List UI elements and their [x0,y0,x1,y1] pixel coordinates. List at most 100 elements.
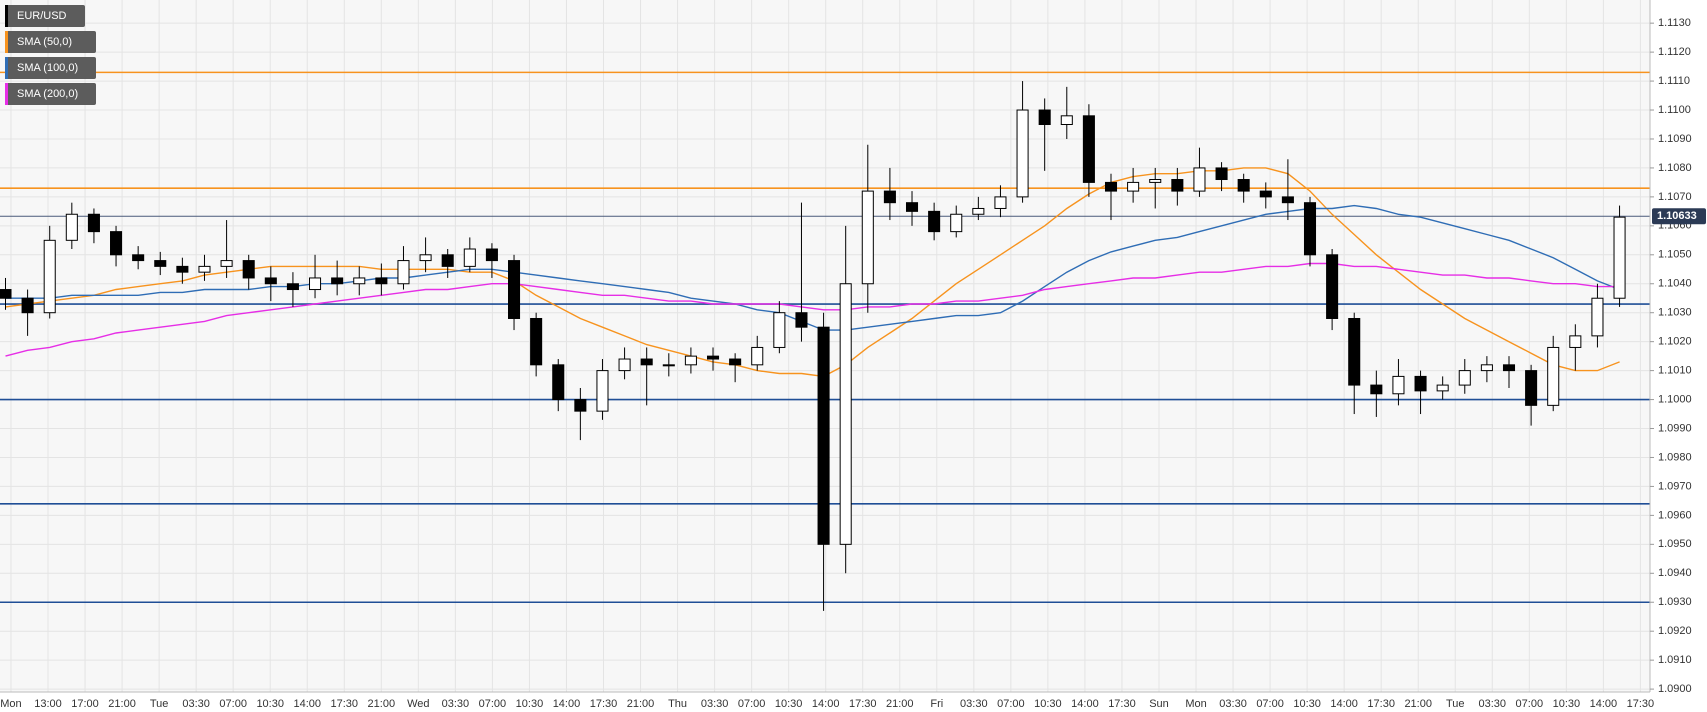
x-tick-label: 07:00 [1256,698,1284,710]
y-tick-label: 1.1020 [1658,336,1692,348]
x-tick-label: 17:00 [71,698,99,710]
candle-body [1613,216,1626,299]
candle-body [1370,384,1383,395]
y-tick-label: 1.0910 [1658,654,1692,666]
candle-body [950,213,963,233]
y-tick-label: 1.0960 [1658,509,1692,521]
candle-body [861,190,874,285]
candle-body [706,355,720,360]
legend-swatch [5,5,8,27]
y-tick-label: 1.1120 [1658,46,1691,58]
x-tick-label: 03:30 [182,698,210,710]
sma-line [5,204,1620,331]
candle-body [1436,384,1449,392]
candle-body [286,283,299,291]
x-tick-label: 07:00 [738,698,766,710]
candle-body [773,312,786,348]
candle-body [839,283,852,545]
candle-body [176,265,189,273]
x-tick-label: 17:30 [1367,698,1395,710]
candle-body [1480,364,1493,372]
candle-body [110,231,123,256]
legend-label: SMA (200,0) [17,88,78,100]
x-tick-label: 10:30 [1553,698,1581,710]
candle-body [0,289,12,299]
candle-body [1569,335,1582,348]
legend: EUR/USD SMA (50,0) SMA (100,0) SMA (200,0) [5,5,96,105]
candle-body [1038,109,1051,126]
candle-body [485,248,498,262]
candle-body [65,213,78,241]
candle-body [817,326,830,545]
x-tick-label: Sun [1149,698,1169,710]
x-tick-label: 07:00 [219,698,247,710]
x-tick-label: 10:30 [1034,698,1062,710]
x-tick-label: 14:00 [1590,698,1618,710]
candle-body [309,277,322,291]
candle-body [21,297,34,314]
axes: 1.0900 1.0910 1.0920 1.0930 1.0940 1.0950 1.09… [0,17,1706,710]
candle-body [441,254,454,267]
candle-body [684,355,697,366]
x-tick-label: 17:30 [849,698,877,710]
y-tick-label: 1.1070 [1658,191,1692,203]
x-tick-label: Mon [1185,698,1206,710]
x-tick-label: 14:00 [293,698,321,710]
candle-body [618,358,631,372]
y-tick-label: 1.0930 [1658,596,1692,608]
y-tick-label: 1.0990 [1658,422,1692,434]
x-tick-label: Tue [150,698,169,710]
x-tick-label: 13:00 [34,698,62,710]
candle-body [662,364,675,367]
y-tick-label: 1.0920 [1658,625,1692,637]
candle-body [397,260,410,285]
candles [0,81,1626,611]
y-tick-label: 1.0950 [1658,538,1692,550]
candle-body [1082,115,1095,183]
candle-body [1149,179,1162,183]
candle-body [1326,254,1339,319]
y-tick-label: 1.1080 [1658,162,1692,174]
legend-box [5,57,96,79]
y-tick-label: 1.0900 [1658,683,1692,695]
candle-body [1060,115,1073,126]
legend-box [5,5,85,27]
candle-body [353,277,366,285]
candle-body [375,277,388,285]
moving-averages [5,167,1620,378]
candle-body [1414,375,1427,392]
candle-body [994,196,1007,209]
y-tick-label: 1.1010 [1658,365,1692,377]
candle-body [574,399,587,412]
candle-body [640,358,653,366]
x-tick-label: Fri [930,698,943,710]
candle-body [1259,190,1272,198]
candle-body [331,277,344,285]
candle-body [1127,181,1140,192]
x-tick-label: 21:00 [886,698,914,710]
candle-body [1104,181,1118,192]
candle-body [1303,202,1317,256]
candle-body [795,312,808,328]
candle-body [242,260,255,279]
legend-box [5,31,96,53]
y-tick-label: 1.1000 [1658,393,1692,405]
candle-body [1525,370,1538,406]
candle-body [132,254,145,262]
y-tick-label: 1.0970 [1658,480,1692,492]
y-tick-label: 1.1130 [1658,17,1691,29]
legend-box [5,83,96,105]
x-tick-label: 07:00 [1516,698,1544,710]
x-tick-label: 07:00 [997,698,1025,710]
x-tick-label: 07:00 [479,698,507,710]
y-tick-label: 1.1090 [1658,133,1692,145]
x-tick-label: 03:30 [1479,698,1507,710]
candle-body [1171,179,1184,192]
candle-body [729,358,742,366]
x-tick-label: 17:30 [331,698,359,710]
y-tick-label: 1.0940 [1658,567,1692,579]
x-tick-label: Mon [0,698,21,710]
candle-body [1281,196,1294,204]
x-tick-label: 17:30 [1108,698,1136,710]
